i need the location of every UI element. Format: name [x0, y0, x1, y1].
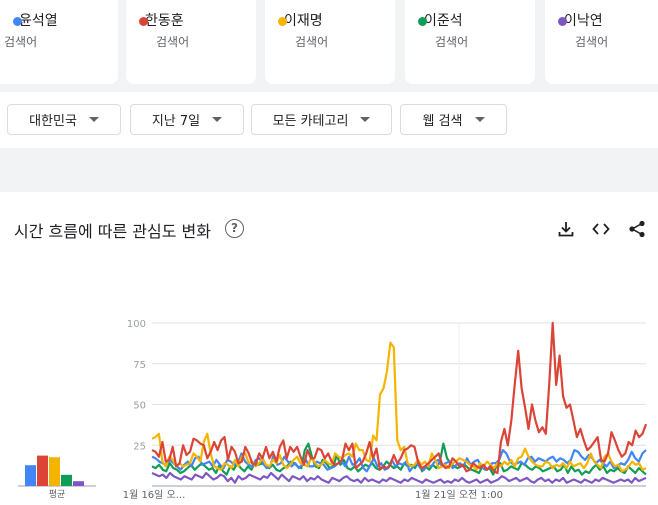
filter-label: 대한민국	[29, 114, 77, 129]
x-tick-label: 1월 21일 오전 1:00	[415, 489, 503, 501]
filter-label: 웹 검색	[422, 114, 463, 129]
term-type-label: 검색어	[435, 35, 469, 49]
series-lines	[151, 321, 648, 484]
chevron-down-icon	[212, 117, 223, 122]
y-tick-label: 50	[133, 401, 146, 412]
average-bar	[25, 465, 36, 486]
term-name: 윤석열	[19, 13, 58, 29]
average-bar	[49, 457, 60, 486]
x-tick-label: 1월 16일 오...	[123, 489, 186, 501]
chevron-down-icon	[88, 117, 99, 122]
term-color-dot	[278, 16, 287, 26]
series-line-5	[151, 471, 647, 484]
chevron-down-icon	[360, 117, 371, 122]
average-bars	[18, 455, 96, 487]
series-line-2	[151, 321, 648, 475]
filter-region-dropdown[interactable]: 대한민국	[7, 104, 121, 135]
y-tick-label: 100	[127, 319, 146, 330]
term-card-1[interactable]: 윤석열 검색어	[0, 0, 118, 84]
filter-period-dropdown[interactable]: 지난 7일	[130, 104, 244, 135]
term-card-4[interactable]: 이준석 검색어	[405, 0, 535, 84]
average-bar	[73, 481, 84, 486]
term-color-dot	[418, 16, 427, 26]
term-name: 이준석	[424, 13, 463, 29]
filter-bar: 대한민국 지난 7일 모든 카테고리 웹 검색	[0, 92, 658, 148]
x-axis-ticks: 1월 16일 오... 1월 21일 오전 1:00	[123, 489, 503, 501]
term-type-label: 검색어	[295, 35, 329, 49]
y-tick-label: 75	[133, 360, 146, 371]
term-name: 한동훈	[145, 13, 184, 29]
interest-chart: 100 75 50 25 1월 16일 오... 1월 21일 오전 1:00 평균	[18, 319, 648, 501]
search-terms-bar: 윤석열 검색어 한동훈 검색어 이재명 검색어 이준석 검색어 이낙연 검색어	[0, 0, 658, 86]
panel-title: 시간 흐름에 따른 관심도 변화	[14, 222, 211, 241]
chevron-down-icon	[474, 117, 485, 122]
help-icon[interactable]: ?	[225, 219, 244, 238]
average-bar	[61, 474, 72, 486]
term-color-dot	[139, 16, 148, 26]
series-line-3	[151, 341, 647, 473]
download-icon[interactable]	[556, 219, 576, 239]
series-line-1	[151, 449, 647, 473]
filter-label: 지난 7일	[151, 114, 201, 129]
y-tick-label: 25	[133, 441, 146, 452]
term-name: 이재명	[284, 13, 323, 29]
filter-search-type-dropdown[interactable]: 웹 검색	[400, 104, 507, 135]
term-card-2[interactable]: 한동훈 검색어	[126, 0, 256, 84]
embed-icon[interactable]	[591, 219, 611, 239]
interest-over-time-panel: 시간 흐름에 따른 관심도 변화 ? 100 75 50 25 1월 16일 오...…	[0, 192, 658, 505]
term-type-label: 검색어	[4, 35, 38, 49]
term-card-3[interactable]: 이재명 검색어	[265, 0, 395, 84]
term-name: 이낙연	[564, 13, 603, 29]
term-card-5[interactable]: 이낙연 검색어	[545, 0, 658, 84]
term-type-label: 검색어	[156, 35, 190, 49]
term-color-dot	[13, 16, 22, 26]
y-axis-ticks: 100 75 50 25	[127, 319, 146, 452]
share-icon[interactable]	[627, 219, 647, 239]
filter-category-dropdown[interactable]: 모든 카테고리	[251, 104, 392, 135]
term-color-dot	[558, 16, 567, 26]
term-type-label: 검색어	[575, 35, 609, 49]
average-label: 평균	[49, 489, 66, 500]
average-bar	[37, 455, 48, 486]
filter-label: 모든 카테고리	[272, 114, 349, 129]
